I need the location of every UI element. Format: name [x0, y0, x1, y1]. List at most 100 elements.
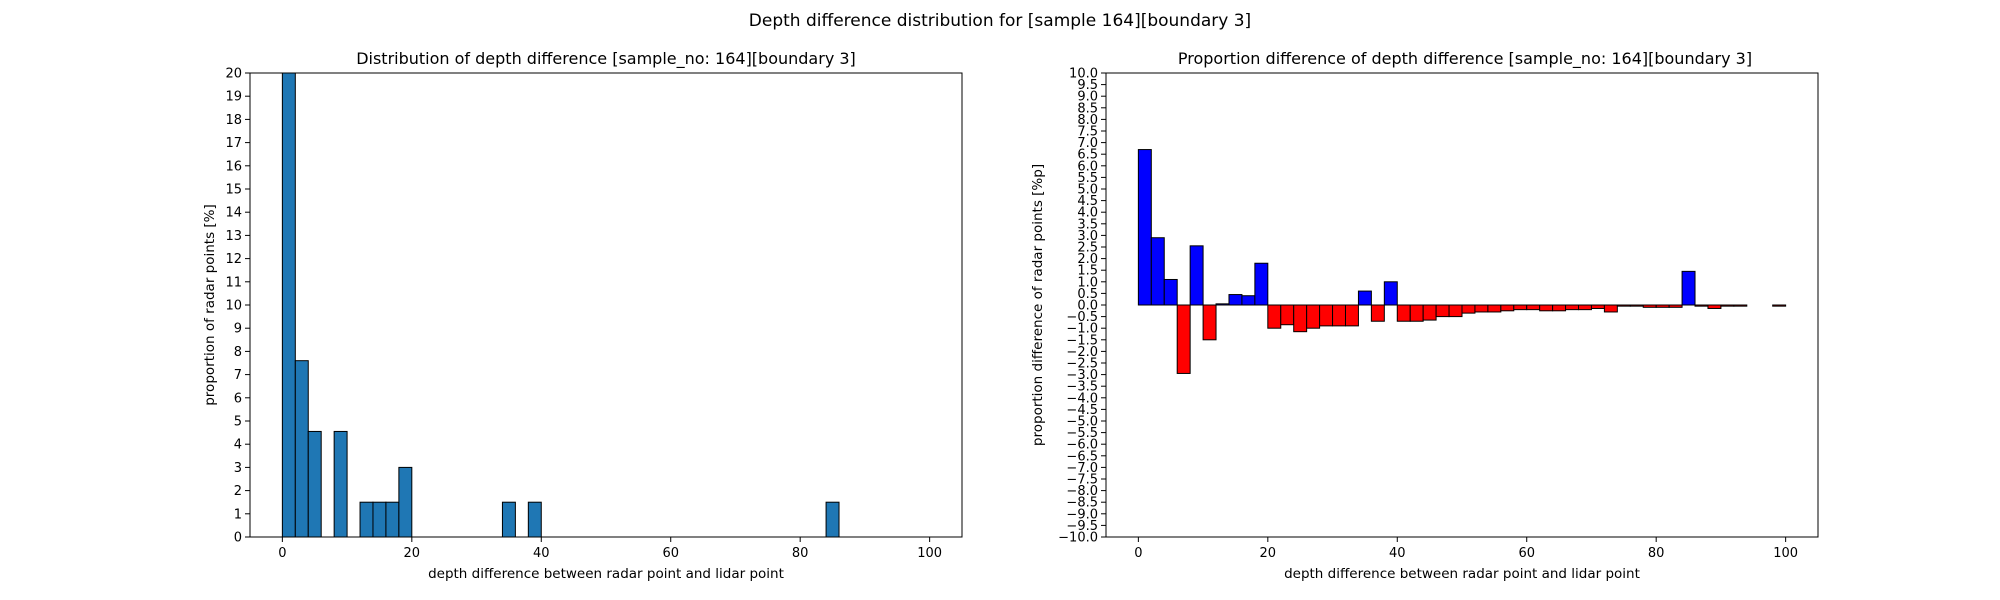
difference-bar — [1552, 304, 1567, 312]
histogram-chart: Distribution of depth difference [sample… — [202, 49, 963, 582]
difference-bar — [1241, 295, 1256, 306]
histogram-y-tick-label: 11 — [225, 275, 242, 290]
histogram-y-tick-label: 0 — [234, 531, 242, 546]
difference-bar — [1655, 304, 1670, 308]
difference-bar — [1629, 304, 1644, 307]
difference-axes-frame — [1105, 72, 1819, 538]
difference-y-ticks: −10.0−9.5−9.0−8.5−8.0−7.5−7.0−6.5−6.0−5.… — [1058, 67, 1106, 546]
difference-bar — [1176, 304, 1191, 374]
difference-bar — [1422, 304, 1437, 321]
difference-x-tick-label: 0 — [1134, 546, 1142, 561]
difference-y-tick-label: −0.5 — [1066, 310, 1098, 325]
difference-bar — [1215, 303, 1230, 306]
histogram-x-tick-label: 20 — [404, 546, 421, 561]
histogram-bar — [294, 360, 309, 538]
histogram-y-tick-label: 13 — [225, 229, 242, 244]
histogram-x-tick-label: 100 — [917, 546, 942, 561]
difference-y-tick-label: 3.0 — [1077, 229, 1098, 244]
histogram-y-tick-label: 4 — [234, 438, 242, 453]
difference-y-tick-label: 6.0 — [1077, 159, 1098, 174]
histogram-bar — [359, 501, 374, 538]
difference-bars — [1137, 149, 1787, 374]
histogram-x-tick-label: 80 — [792, 546, 809, 561]
difference-bar — [1578, 304, 1592, 311]
difference-bar — [1293, 304, 1308, 333]
histogram-y-tick-label: 15 — [225, 183, 242, 198]
difference-bar — [1435, 304, 1450, 318]
difference-title: Proportion difference of depth differenc… — [1178, 49, 1752, 69]
difference-x-tick-label: 80 — [1648, 546, 1665, 561]
difference-bar — [1539, 304, 1554, 312]
difference-bar — [1565, 304, 1580, 311]
histogram-y-tick-label: 2 — [234, 484, 242, 499]
difference-bar — [1603, 304, 1618, 313]
histogram-y-tick-label: 5 — [234, 415, 242, 430]
difference-y-tick-label: −6.5 — [1066, 449, 1098, 464]
histogram-y-tick-label: 8 — [234, 345, 242, 360]
difference-y-tick-label: 9.5 — [1077, 78, 1098, 93]
histogram-y-tick-label: 10 — [225, 299, 242, 314]
difference-bar — [1163, 278, 1178, 306]
difference-bar — [1319, 304, 1334, 327]
difference-y-tick-label: −7.0 — [1066, 461, 1098, 476]
difference-y-tick-label: −3.5 — [1066, 380, 1098, 395]
difference-y-tick-label: 5.5 — [1077, 171, 1098, 186]
difference-bar — [1707, 304, 1722, 309]
histogram-bar — [372, 501, 387, 538]
difference-y-tick-label: 8.0 — [1077, 113, 1098, 128]
difference-y-tick-label: 0.0 — [1077, 299, 1098, 314]
difference-bar — [1772, 304, 1787, 307]
difference-y-tick-label: 4.0 — [1077, 206, 1098, 221]
histogram-bar — [501, 501, 516, 538]
difference-bar — [1616, 304, 1631, 307]
difference-y-tick-label: 10.0 — [1069, 67, 1098, 82]
difference-bar — [1733, 304, 1748, 307]
difference-y-tick-label: −1.5 — [1066, 333, 1098, 348]
difference-y-tick-label: 7.5 — [1077, 125, 1098, 140]
difference-y-tick-label: −7.5 — [1066, 473, 1098, 488]
difference-x-tick-label: 60 — [1518, 546, 1535, 561]
difference-bar — [1202, 304, 1217, 341]
difference-bar — [1357, 290, 1372, 306]
histogram-y-tick-label: 12 — [225, 252, 242, 267]
difference-y-tick-label: −9.5 — [1066, 519, 1098, 534]
histogram-y-tick-label: 18 — [225, 113, 242, 128]
difference-y-tick-label: −3.0 — [1066, 368, 1098, 383]
histogram-bars — [281, 72, 840, 538]
difference-bar — [1526, 304, 1541, 311]
histogram-y-tick-label: 9 — [234, 322, 242, 337]
difference-y-tick-label: −2.0 — [1066, 345, 1098, 360]
difference-y-tick-label: −9.0 — [1066, 507, 1098, 522]
histogram-bar — [825, 501, 840, 538]
difference-bar — [1500, 304, 1515, 312]
difference-bar — [1448, 304, 1463, 318]
difference-chart: Proportion difference of depth differenc… — [1030, 49, 1819, 582]
difference-bar — [1642, 304, 1657, 308]
histogram-x-tick-label: 40 — [533, 546, 550, 561]
difference-y-tick-label: 1.0 — [1077, 275, 1098, 290]
difference-bar — [1150, 237, 1165, 306]
difference-bar — [1344, 304, 1359, 327]
difference-bar — [1189, 245, 1204, 306]
difference-y-tick-label: −5.5 — [1066, 426, 1098, 441]
difference-bar — [1267, 304, 1282, 329]
histogram-x-ticks: 0 20 40 60 80 100 — [278, 537, 942, 561]
difference-y-tick-label: 6.5 — [1077, 148, 1098, 163]
difference-bar — [1332, 304, 1346, 327]
difference-y-tick-label: −10.0 — [1058, 531, 1098, 546]
difference-y-axis-label: proportion difference of radar points [%… — [1030, 164, 1046, 446]
difference-y-tick-label: −1.0 — [1066, 322, 1098, 337]
difference-bar — [1668, 304, 1683, 308]
difference-y-tick-label: 9.0 — [1077, 90, 1098, 105]
histogram-title: Distribution of depth difference [sample… — [356, 49, 856, 69]
histogram-y-tick-label: 6 — [234, 391, 242, 406]
difference-bar — [1280, 304, 1295, 326]
difference-bar — [1137, 149, 1152, 306]
histogram-y-tick-label: 19 — [225, 90, 242, 105]
difference-y-tick-label: 3.5 — [1077, 217, 1098, 232]
difference-bar — [1228, 294, 1243, 306]
difference-y-tick-label: 8.5 — [1077, 101, 1098, 116]
difference-y-tick-label: −5.0 — [1066, 415, 1098, 430]
difference-bar — [1590, 304, 1605, 309]
